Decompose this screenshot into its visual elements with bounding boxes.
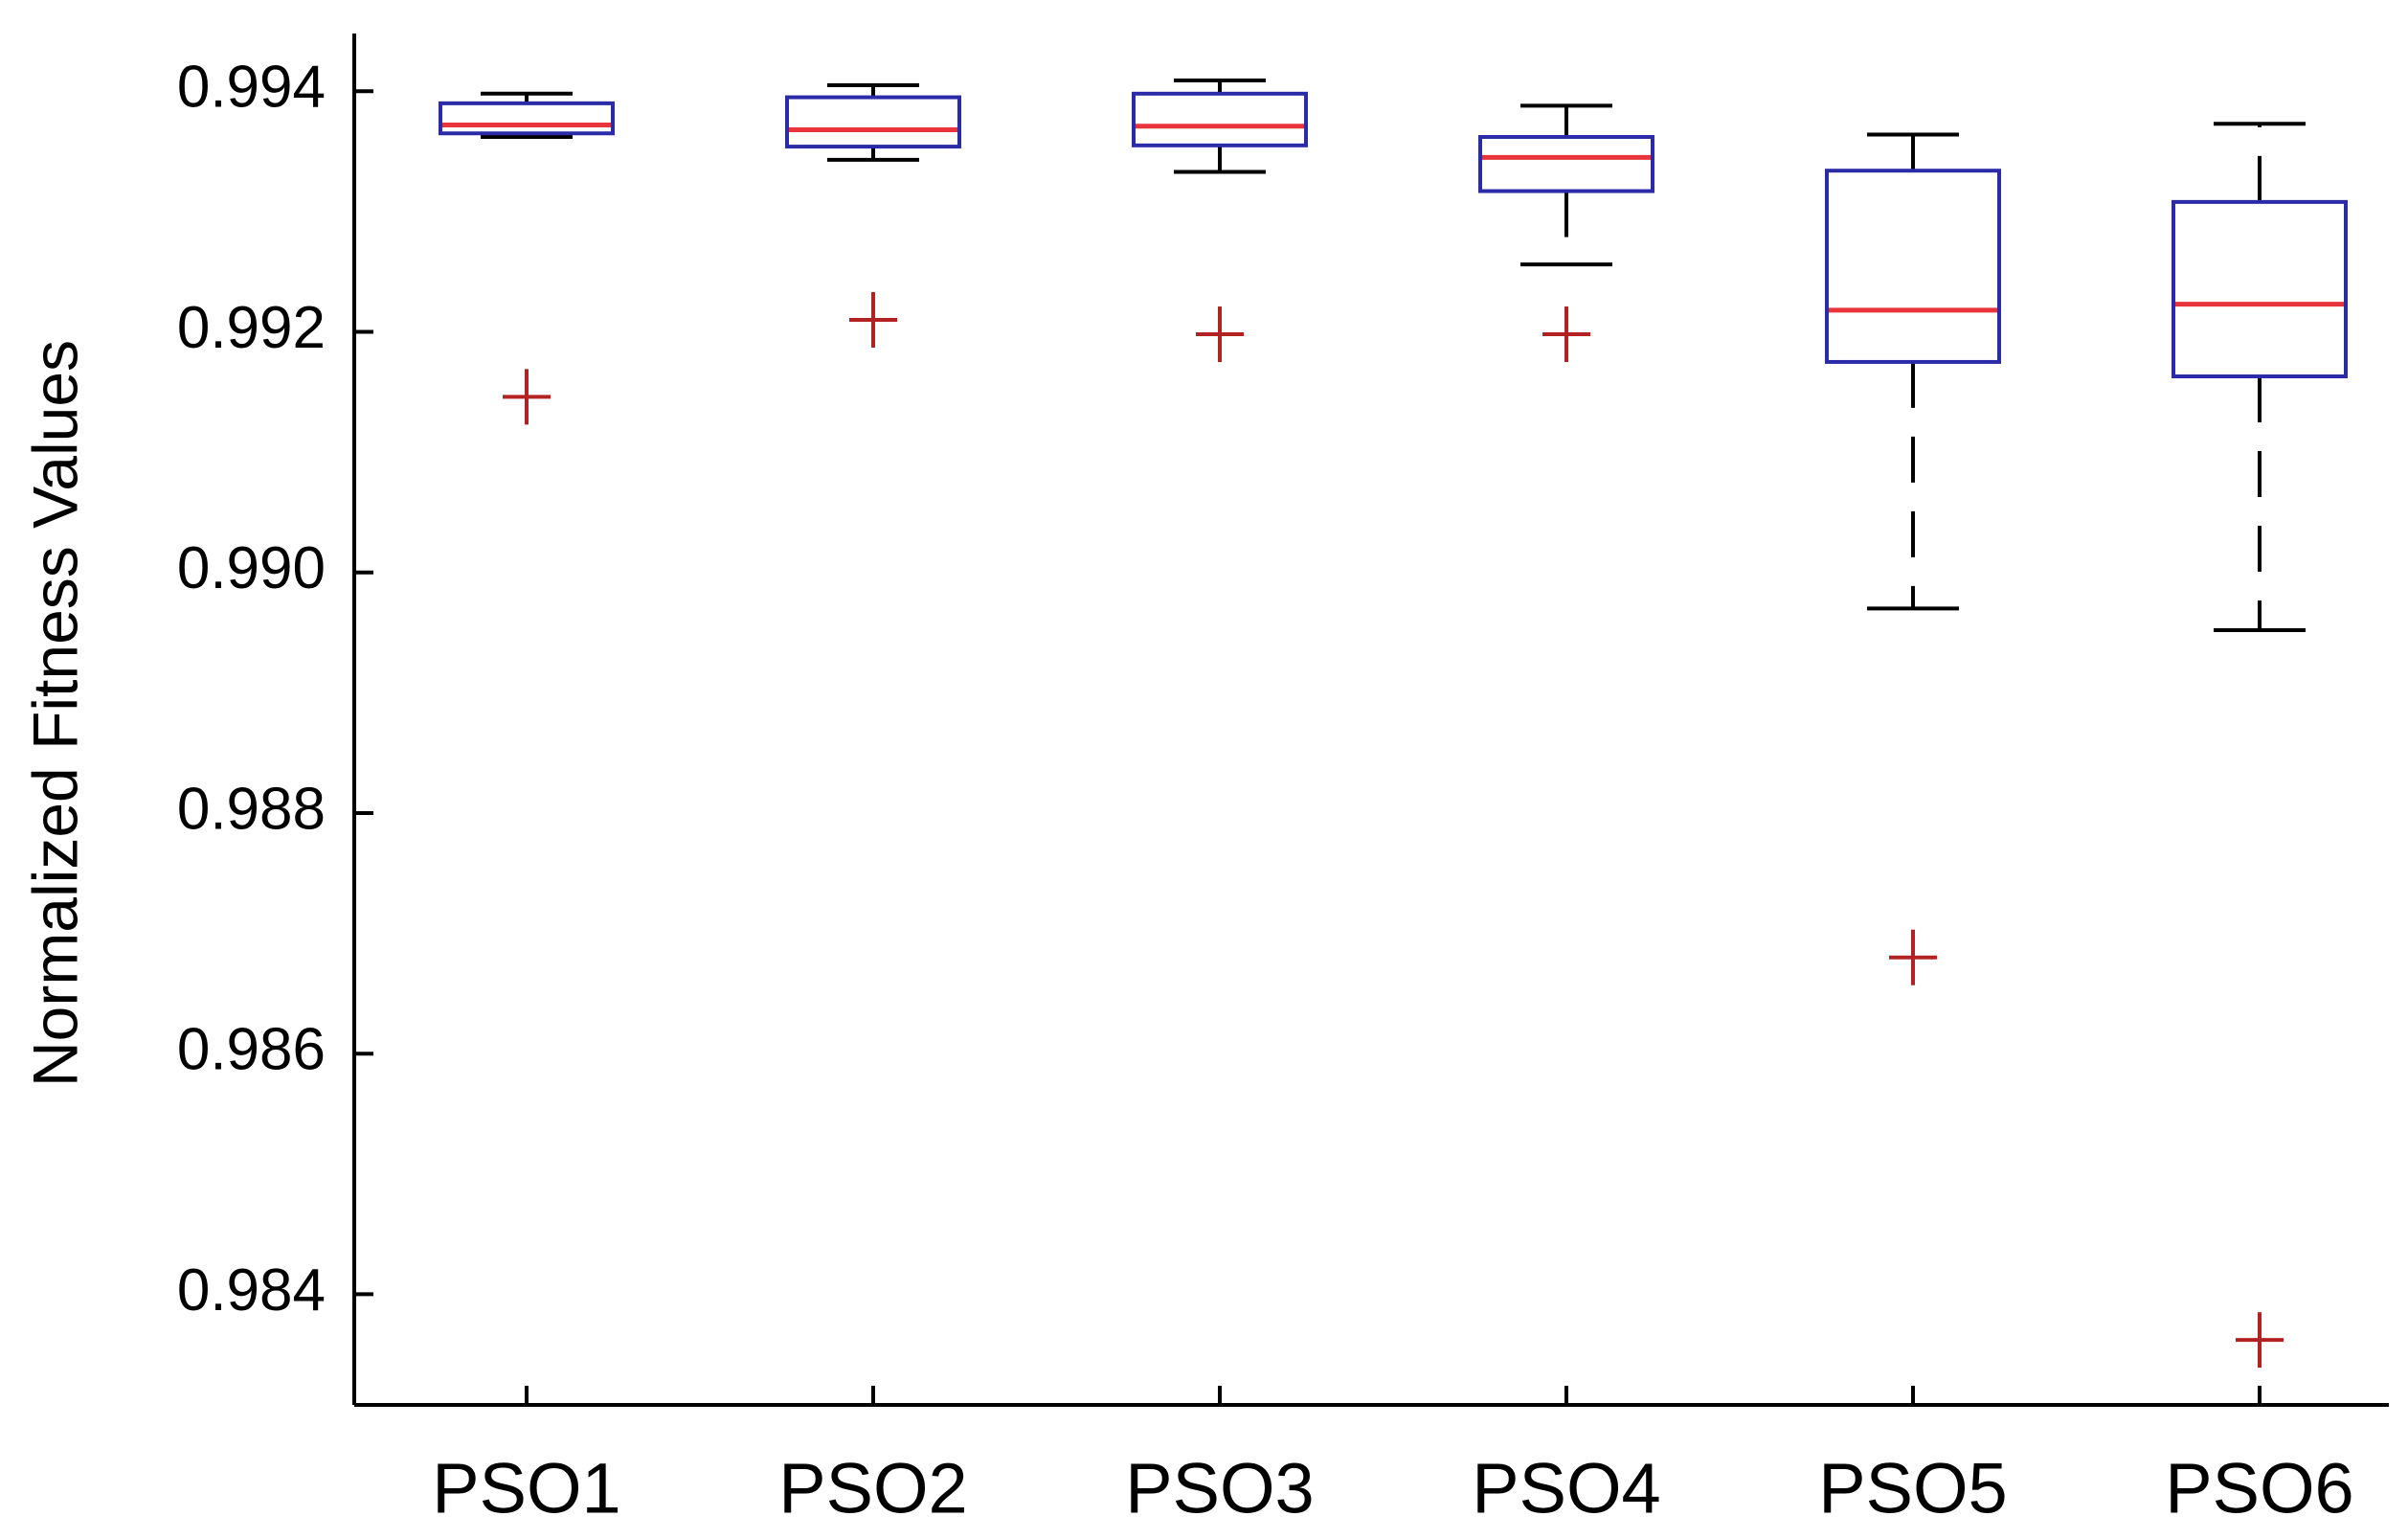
- outlier-marker: [1196, 306, 1244, 363]
- boxplot-marks: [439, 78, 2348, 1369]
- y-tick-label: 0.992: [177, 295, 326, 361]
- outlier-marker: [1889, 929, 1937, 985]
- y-tick-label: 0.994: [177, 55, 326, 121]
- y-tick-label: 0.984: [177, 1257, 326, 1324]
- x-tick-label: PSO5: [1818, 1449, 2007, 1528]
- box-group-pso2: [785, 83, 961, 348]
- box-group-pso4: [1478, 103, 1654, 363]
- x-tick-label: PSO3: [1125, 1449, 1314, 1528]
- iqr-box: [1132, 91, 1308, 147]
- outlier-marker: [1542, 306, 1590, 363]
- x-axis-ticks: PSO1 PSO2 PSO3 PSO4 PSO5 PSO6: [432, 1386, 2354, 1528]
- x-tick-label: PSO2: [778, 1449, 967, 1528]
- y-tick-label: 0.988: [177, 776, 326, 842]
- outlier-marker: [2236, 1312, 2284, 1369]
- iqr-box: [1478, 135, 1654, 193]
- y-tick-label: 0.986: [177, 1017, 326, 1083]
- box-group-pso5: [1825, 132, 2001, 985]
- iqr-box: [2172, 199, 2348, 378]
- y-axis-title: Normalized Fitness Values: [19, 340, 90, 1087]
- iqr-box: [785, 95, 961, 149]
- iqr-box: [439, 101, 615, 136]
- outlier-marker: [849, 291, 897, 348]
- y-axis-ticks: 0.984 0.986 0.988 0.990 0.992 0.994: [177, 55, 373, 1324]
- y-tick-label: 0.990: [177, 535, 326, 601]
- x-tick-label: PSO4: [1472, 1449, 1660, 1528]
- box-group-pso6: [2172, 122, 2348, 1369]
- outlier-marker: [503, 369, 551, 425]
- x-tick-label: PSO1: [432, 1449, 620, 1528]
- iqr-box: [1825, 169, 2001, 364]
- x-tick-label: PSO6: [2165, 1449, 2353, 1528]
- box-group-pso3: [1132, 78, 1308, 363]
- box-group-pso1: [439, 91, 615, 425]
- axes: [352, 34, 2389, 1407]
